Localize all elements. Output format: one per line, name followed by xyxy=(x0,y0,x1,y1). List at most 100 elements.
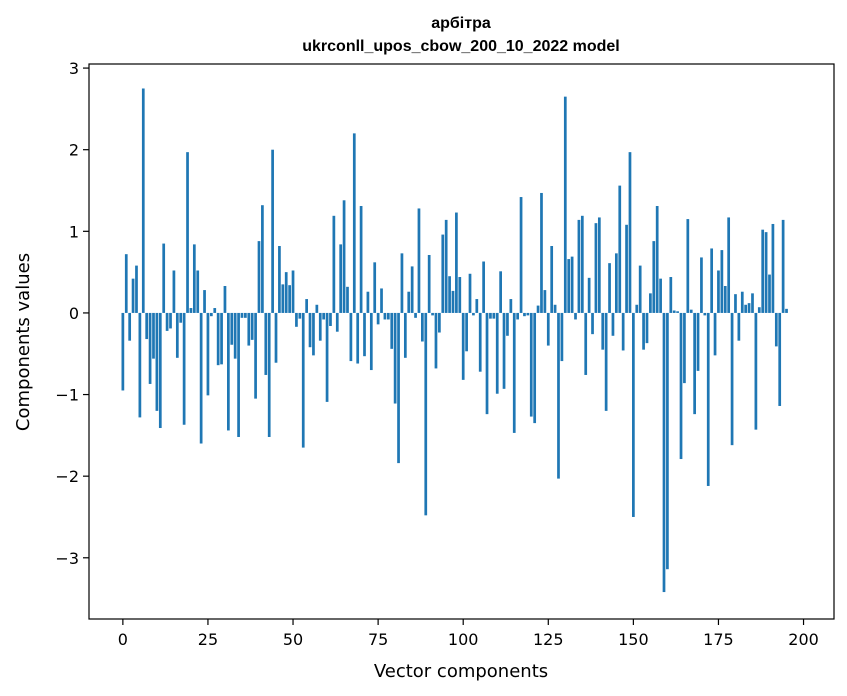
bar-96 xyxy=(448,276,451,313)
bar-91 xyxy=(431,312,434,316)
bar-135 xyxy=(580,215,584,313)
bar-171 xyxy=(703,312,707,316)
bar-61 xyxy=(329,312,332,326)
bar-93 xyxy=(438,312,441,333)
bars-group xyxy=(121,88,788,593)
bar-84 xyxy=(407,291,411,313)
bar-114 xyxy=(509,299,513,313)
bar-159 xyxy=(662,312,666,593)
bar-1 xyxy=(124,254,128,313)
bar-35 xyxy=(240,312,244,318)
bar-34 xyxy=(237,312,240,437)
bar-94 xyxy=(441,234,445,313)
bar-8 xyxy=(148,312,152,384)
bar-134 xyxy=(577,219,581,313)
bar-125 xyxy=(546,312,550,346)
y-tick-label: 3 xyxy=(69,59,79,78)
bar-53 xyxy=(301,312,305,448)
bar-111 xyxy=(499,271,502,313)
x-tick-label: 150 xyxy=(618,630,649,649)
bar-59 xyxy=(322,312,326,320)
bar-152 xyxy=(638,265,642,313)
bar-163 xyxy=(676,311,679,313)
bar-119 xyxy=(526,312,530,316)
bar-41 xyxy=(261,205,264,313)
bar-32 xyxy=(230,312,234,345)
bar-123 xyxy=(540,192,543,313)
x-tick-label: 75 xyxy=(368,630,388,649)
bar-73 xyxy=(369,312,373,371)
bar-77 xyxy=(383,312,387,320)
bar-76 xyxy=(380,288,383,313)
bar-99 xyxy=(458,277,462,313)
bar-51 xyxy=(295,312,298,327)
bar-58 xyxy=(318,312,322,341)
bar-137 xyxy=(587,277,591,313)
bar-57 xyxy=(315,304,319,313)
y-tick-label: 2 xyxy=(69,141,79,160)
bar-14 xyxy=(169,312,172,329)
bar-175 xyxy=(717,270,720,313)
bar-70 xyxy=(359,206,363,313)
bar-141 xyxy=(601,312,605,350)
x-tick-label: 200 xyxy=(788,630,819,649)
bar-17 xyxy=(179,312,183,323)
bar-46 xyxy=(278,246,281,313)
bar-129 xyxy=(560,312,564,362)
bar-29 xyxy=(220,312,223,365)
bar-16 xyxy=(175,312,179,358)
y-axis-label: Components values xyxy=(13,253,34,431)
bar-89 xyxy=(424,312,428,516)
x-tick-label: 50 xyxy=(283,630,303,649)
bar-9 xyxy=(152,312,155,359)
bar-107 xyxy=(485,312,489,415)
bar-186 xyxy=(754,312,758,430)
bar-116 xyxy=(516,312,520,320)
bar-108 xyxy=(489,312,492,319)
bar-19 xyxy=(186,152,189,313)
bar-191 xyxy=(771,223,775,313)
chart-title-line-2: ukrconll_upos_cbow_200_10_2022 model xyxy=(302,38,619,55)
y-tick-label: −2 xyxy=(55,467,79,486)
bar-169 xyxy=(696,312,700,371)
bar-21 xyxy=(192,244,196,313)
bar-37 xyxy=(247,312,251,346)
bar-192 xyxy=(774,312,778,347)
bar-106 xyxy=(482,261,485,313)
bar-31 xyxy=(227,312,230,431)
bar-25 xyxy=(206,312,210,396)
bar-122 xyxy=(536,305,540,313)
bar-54 xyxy=(305,299,308,313)
bar-156 xyxy=(652,241,656,313)
bar-48 xyxy=(284,272,288,313)
bar-2 xyxy=(128,312,132,341)
bar-10 xyxy=(155,312,159,411)
bar-173 xyxy=(710,248,714,313)
bar-155 xyxy=(649,293,652,313)
bar-110 xyxy=(495,312,499,394)
bar-67 xyxy=(349,312,353,362)
bar-45 xyxy=(274,312,278,363)
bar-182 xyxy=(740,291,744,313)
bar-188 xyxy=(761,229,765,313)
bar-165 xyxy=(683,312,686,384)
bar-22 xyxy=(196,270,200,313)
bar-90 xyxy=(427,254,431,313)
bar-56 xyxy=(312,312,315,356)
bar-126 xyxy=(550,246,554,313)
bar-42 xyxy=(264,312,268,375)
bar-142 xyxy=(604,312,608,411)
bar-121 xyxy=(533,312,537,424)
bar-120 xyxy=(529,312,533,417)
bar-130 xyxy=(563,96,567,313)
bar-148 xyxy=(625,224,628,313)
bar-172 xyxy=(706,312,710,486)
bar-95 xyxy=(444,219,448,313)
bar-30 xyxy=(223,286,227,313)
bar-187 xyxy=(757,307,761,313)
bar-13 xyxy=(165,312,169,331)
bar-178 xyxy=(727,217,731,313)
bar-3 xyxy=(131,278,135,313)
